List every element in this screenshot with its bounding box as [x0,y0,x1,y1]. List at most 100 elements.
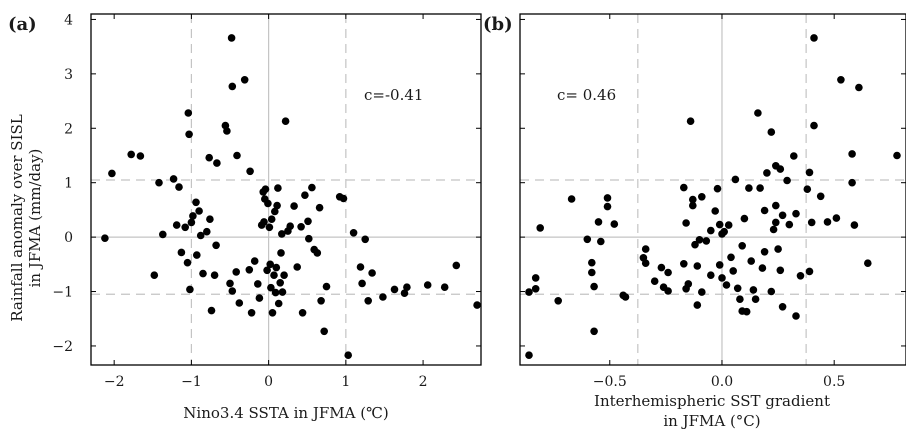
data-point [264,199,272,208]
data-point [567,195,576,203]
panel-a-x-axis-title: Nino3.4 SSTA in JFMA (℃) [183,404,388,422]
y-axis-title-line1: Rainfall anomaly over SISL [8,114,26,322]
data-point [304,217,312,226]
data-point [199,269,207,278]
data-point [738,242,746,250]
data-point [713,184,722,193]
data-point [693,301,702,309]
data-point [650,277,659,286]
data-point [440,283,449,292]
data-point [183,258,192,267]
data-point [774,245,782,253]
data-point [763,169,771,177]
data-point [718,274,726,282]
data-point [749,286,758,294]
data-point [361,235,370,244]
data-point [175,183,183,191]
data-point [731,175,740,184]
data-point [715,261,724,269]
panel-a-frame [90,13,482,366]
y-tick-label: −2 [52,339,73,355]
data-point [127,150,135,159]
data-point [664,268,672,277]
data-point [278,288,287,296]
data-point [597,237,605,246]
data-point [783,176,791,185]
panel-b-correlation: c= 0.46 [557,86,616,104]
data-point [641,245,650,253]
data-point [711,207,719,215]
data-point [772,218,780,227]
data-point [276,279,285,287]
data-point [588,258,596,267]
data-point [792,312,800,320]
panel-a-label: (a) [8,14,37,35]
data-point [185,130,193,139]
data-point [240,76,249,84]
data-point [253,280,262,288]
data-point [266,260,275,269]
data-point [181,223,189,232]
data-point [758,264,767,272]
data-point [740,214,749,223]
data-point [189,212,197,220]
data-point [664,287,672,295]
data-point [356,263,365,271]
data-point [320,327,329,336]
data-point [195,207,203,215]
data-point [816,192,825,201]
data-point [680,260,688,268]
x-tick-label: 1 [341,374,350,390]
data-point [756,184,764,192]
panel-b-label: (b) [483,14,513,35]
data-point [344,351,353,360]
y-tick-label: 2 [64,121,73,137]
data-point [720,227,728,236]
data-point [196,231,205,240]
data-point [280,271,288,280]
x-tick-label: −1 [181,374,202,390]
data-point [554,297,562,305]
data-point [864,259,872,268]
data-point [641,259,650,268]
data-point [349,229,358,237]
data-point [715,220,724,229]
data-point [727,253,735,262]
data-point [267,283,275,292]
data-point [769,225,778,234]
panel-b-x-axis-title-line2: in JFMA (°C) [663,412,760,430]
data-point [707,226,715,235]
data-point [313,249,322,257]
x-tick-label: −2 [104,374,125,390]
data-point [823,218,832,226]
data-point [226,279,234,288]
data-point [184,109,193,117]
data-point [400,289,409,298]
data-point [274,184,282,192]
data-point [767,287,776,296]
data-point [172,221,181,229]
data-point [855,83,863,92]
data-point [772,201,780,210]
data-point [159,230,167,239]
y-tick-label: 1 [64,176,73,192]
data-point [590,282,598,291]
data-point [722,281,731,289]
panel-b-points [525,34,901,360]
panel-b-scatter: (b) −0.5 0.0 0.5 c= 0.46 Interhemispheric … [483,13,906,430]
data-point [255,294,264,302]
panel-b-x-axis-title-line1: Interhemispheric SST gradient [594,392,830,410]
data-point [290,202,298,210]
data-point [271,207,279,216]
data-point [760,248,769,256]
data-point [368,269,376,277]
data-point [227,34,236,42]
data-point [680,183,688,192]
data-point [268,309,277,317]
data-point [751,295,760,304]
data-point [807,218,816,227]
data-point [603,194,612,202]
data-point [698,193,706,201]
data-point [207,306,216,315]
data-point [850,221,859,229]
